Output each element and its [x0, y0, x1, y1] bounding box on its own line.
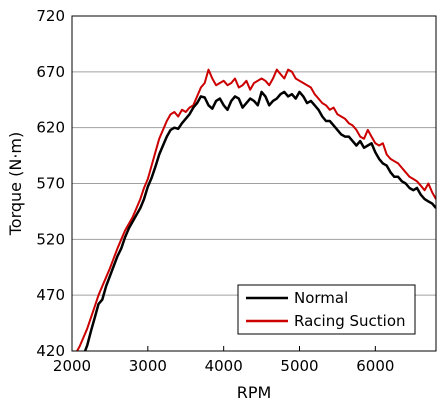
x-tick-label: 3000 [129, 357, 167, 375]
y-tick-label: 520 [36, 230, 65, 248]
y-ticks: 420 470 520 570 620 670 720 [36, 7, 65, 360]
x-tick-label: 6000 [356, 357, 394, 375]
x-tick-label: 5000 [280, 357, 318, 375]
series-line-normal [83, 90, 436, 351]
y-tick-label: 670 [36, 63, 65, 81]
legend: Normal Racing Suction [237, 284, 416, 335]
y-tick-label: 470 [36, 286, 65, 304]
series-group [75, 68, 436, 351]
legend-label-racing-suction: Racing Suction [294, 312, 406, 330]
y-tick-label: 570 [36, 175, 65, 193]
x-axis-title: RPM [237, 383, 272, 402]
y-tick-label: 720 [36, 7, 65, 25]
legend-label-normal: Normal [294, 289, 348, 307]
y-tick-label: 420 [36, 342, 65, 360]
series-line-racing-suction [75, 68, 436, 351]
x-tick-label: 2000 [53, 357, 91, 375]
x-ticks: 2000 3000 4000 5000 6000 [53, 346, 394, 375]
legend-box [237, 284, 416, 335]
y-axis-title: Torque (N·m) [6, 132, 25, 237]
x-tick-label: 4000 [205, 357, 243, 375]
plot-frame [71, 15, 437, 352]
y-tick-label: 620 [36, 119, 65, 137]
